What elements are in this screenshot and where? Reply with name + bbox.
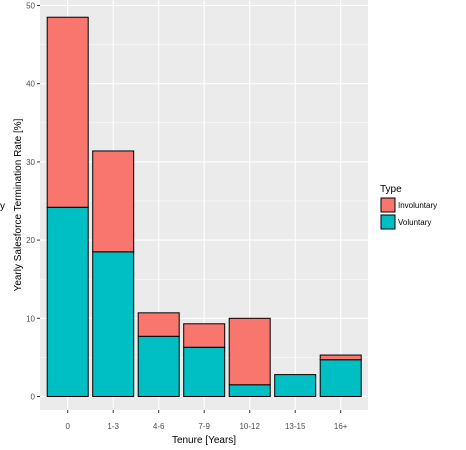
- bar-segment-voluntary: [137, 335, 180, 398]
- x-axis-title: Tenure [Years]: [172, 435, 236, 446]
- bar-segment-involuntary: [46, 16, 89, 208]
- y-axis-ticks: 0 10 20 30 40 50: [26, 2, 40, 402]
- legend: Type Involuntary Voluntary: [380, 184, 437, 230]
- legend-title: Type: [380, 184, 402, 195]
- bar-segment-involuntary: [92, 150, 135, 253]
- bar-segment-voluntary: [319, 359, 362, 398]
- legend-label-involuntary: Involuntary: [398, 201, 437, 210]
- bar-segment-involuntary: [319, 354, 362, 361]
- bar-segment-voluntary: [92, 251, 135, 397]
- x-tick-label: 1-3: [107, 422, 119, 431]
- y-tick-label: 40: [26, 80, 35, 89]
- cropped-legend-fragment: y: [0, 201, 5, 212]
- y-tick-label: 30: [26, 158, 35, 167]
- legend-label-voluntary: Voluntary: [398, 218, 431, 227]
- bar-segment-involuntary: [228, 317, 271, 386]
- y-tick-label: 20: [26, 236, 35, 245]
- bars: [46, 16, 362, 398]
- bar-segment-voluntary: [228, 384, 271, 397]
- x-tick-label: 13-15: [285, 422, 306, 431]
- bar-segment-voluntary: [183, 346, 226, 398]
- bar-segment-voluntary: [46, 206, 89, 397]
- x-tick-label: 0: [65, 422, 70, 431]
- y-tick-label: 0: [31, 393, 36, 402]
- x-tick-label: 16+: [334, 422, 348, 431]
- x-tick-label: 10-12: [239, 422, 260, 431]
- bar-segment-voluntary: [274, 374, 317, 398]
- y-tick-label: 50: [26, 2, 35, 11]
- x-tick-label: 7-9: [198, 422, 210, 431]
- legend-key-voluntary: [380, 214, 396, 230]
- x-axis-ticks: 0 1-3 4-6 7-9 10-12 13-15 16+: [65, 410, 348, 431]
- bar-segment-involuntary: [183, 323, 226, 348]
- x-tick-label: 4-6: [153, 422, 165, 431]
- y-tick-label: 10: [26, 314, 35, 323]
- legend-key-involuntary: [380, 197, 396, 213]
- bar-segment-involuntary: [137, 312, 180, 337]
- legend-items: Involuntary Voluntary: [380, 197, 437, 230]
- y-axis-title: Yearly Salesforce Termination Rate [%]: [13, 118, 24, 291]
